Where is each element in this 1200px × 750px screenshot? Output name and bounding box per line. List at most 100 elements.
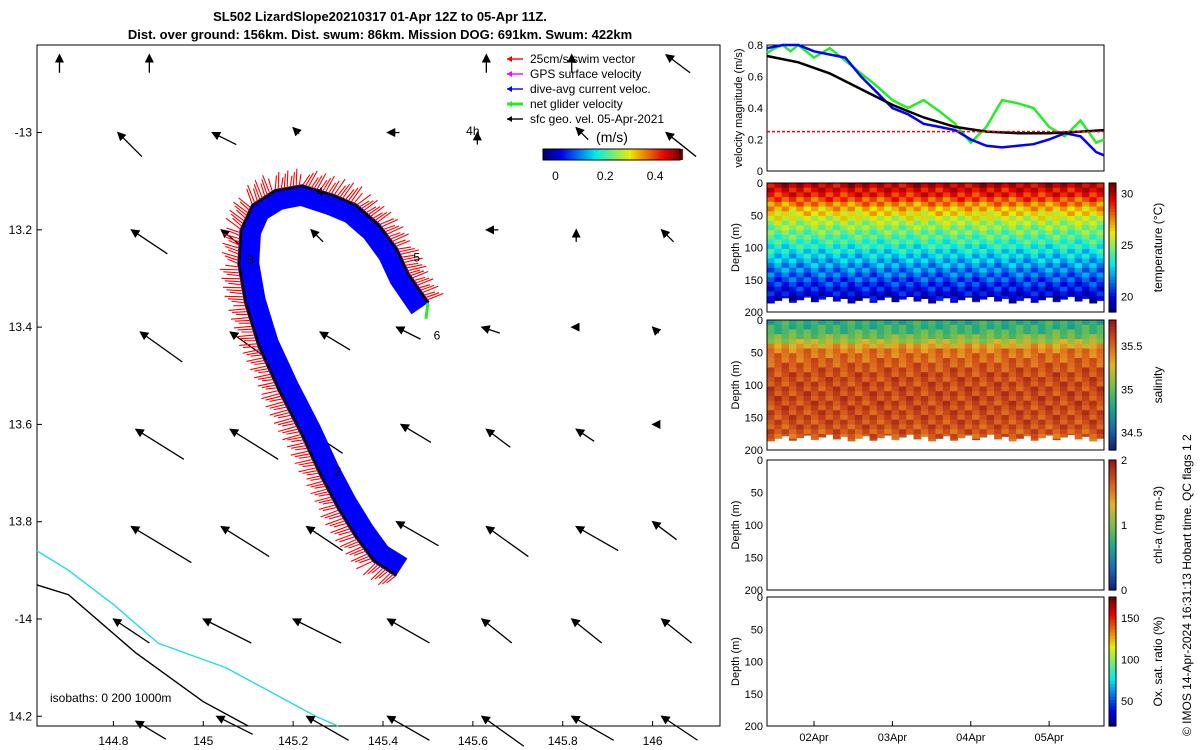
- colorbar-cell: [666, 149, 669, 160]
- temperature-section-cell: [884, 258, 893, 264]
- temperature-section-cell: [788, 296, 797, 302]
- temperature-section-cell: [935, 272, 944, 278]
- salinity-section-cell: [979, 434, 988, 438]
- temperature-section-cell: [964, 183, 973, 189]
- surface-current-arrow: [130, 525, 192, 564]
- temperature-section-cell: [1082, 277, 1090, 283]
- salinity-section-cell: [942, 358, 951, 364]
- salinity-colorbar-cell: [1109, 414, 1116, 419]
- temperature-section-cell: [788, 248, 797, 255]
- salinity-section-cell: [1016, 377, 1024, 383]
- temperature-section-cell: [1023, 192, 1032, 198]
- salinity-section-cell: [986, 396, 995, 402]
- temperature-section-cell: [869, 300, 878, 303]
- surface-current-arrow: [134, 720, 167, 740]
- temperature-section-cell: [928, 267, 936, 274]
- chla-colorbar-tick-label: 0: [1121, 585, 1127, 597]
- swim-vector: [333, 178, 346, 197]
- temperature-section-cell: [994, 183, 1002, 189]
- temperature-section-cell: [832, 253, 841, 259]
- temperature-section-cell: [840, 258, 849, 264]
- salinity-section-cell: [876, 334, 885, 340]
- temperature-colorbar-cell: [1109, 282, 1116, 287]
- salinity-colorbar-cell: [1109, 352, 1116, 357]
- oxygen-colorbar-cell: [1109, 719, 1116, 724]
- temperature-section-cell: [935, 267, 944, 274]
- salinity-section-cell: [781, 434, 790, 437]
- salinity-section-cell: [825, 410, 834, 416]
- salinity-section-cell: [935, 329, 944, 335]
- temperature-section-cell: [1030, 215, 1039, 222]
- colorbar-cell: [663, 149, 667, 160]
- salinity-section-cell: [810, 415, 819, 421]
- salinity-section-cell: [920, 329, 929, 335]
- temperature-section-cell: [1001, 201, 1010, 208]
- salinity-section-cell: [942, 400, 951, 406]
- salinity-section-cell: [774, 339, 783, 345]
- salinity-section-cell: [964, 396, 973, 402]
- salinity-section-cell: [928, 353, 936, 359]
- temperature-section-cell: [869, 234, 878, 241]
- salinity-section-cell: [913, 396, 922, 402]
- temperature-section-cell: [1030, 239, 1039, 245]
- salinity-section-cell: [854, 405, 863, 411]
- temperature-section-cell: [1016, 239, 1024, 245]
- temperature-section-cell: [986, 291, 995, 297]
- swim-vector: [289, 175, 293, 189]
- salinity-section-cell: [1096, 400, 1105, 406]
- temperature-section-cell: [942, 230, 951, 236]
- temperature-section-cell: [986, 206, 995, 212]
- salinity-section-cell: [1008, 419, 1017, 425]
- temperature-section-cell: [1001, 291, 1010, 297]
- temperature-section-cell: [1082, 239, 1090, 245]
- oxygen-colorbar-cell: [1109, 626, 1116, 630]
- salinity-section-cell: [891, 391, 900, 397]
- salinity-section-cell: [994, 419, 1002, 425]
- salinity-section-cell: [818, 429, 827, 435]
- salinity-section-cell: [906, 362, 915, 368]
- temperature-section-cell: [972, 192, 980, 198]
- salinity-section-cell: [972, 386, 980, 392]
- temperature-section-cell: [1067, 267, 1076, 274]
- swim-vector: [382, 573, 395, 585]
- temperature-section-cell: [847, 211, 856, 217]
- temperature-section-cell: [906, 291, 915, 297]
- temperature-section-cell: [862, 225, 871, 231]
- salinity-section-cell: [1060, 329, 1068, 335]
- oxygen-colorbar-cell: [1109, 642, 1116, 646]
- temperature-section-cell: [986, 248, 995, 255]
- temperature-section-cell: [1074, 211, 1083, 217]
- salinity-section-cell: [1052, 410, 1061, 416]
- salinity-section-cell: [774, 362, 783, 368]
- salinity-section-cell: [774, 329, 783, 335]
- temperature-section-cell: [986, 244, 995, 250]
- temperature-colorbar-cell: [1109, 302, 1116, 307]
- swim-vector: [386, 574, 397, 584]
- salinity-section-cell: [928, 377, 936, 383]
- temperature-section-cell: [957, 220, 966, 226]
- temperature-section-cell: [862, 220, 871, 226]
- temperature-section-cell: [1001, 286, 1010, 292]
- temperature-section-cell: [957, 281, 966, 288]
- temperature-section-cell: [920, 296, 929, 299]
- temperature-section-cell: [898, 258, 907, 264]
- swim-vector: [239, 343, 259, 346]
- salinity-section-cell: [898, 353, 907, 359]
- salinity-section-cell: [898, 386, 907, 392]
- map-y-tick-label: 13.8: [9, 515, 33, 529]
- temperature-section-cell: [898, 230, 907, 236]
- salinity-section-cell: [1016, 419, 1024, 425]
- temperature-section-cell: [957, 239, 966, 245]
- salinity-section-cell: [810, 405, 819, 411]
- salinity-section-cell: [803, 324, 812, 330]
- temperature-section-cell: [972, 187, 980, 193]
- swim-vector: [318, 503, 337, 510]
- salinity-section-cell: [1067, 343, 1076, 349]
- temperature-section-cell: [994, 258, 1002, 264]
- swim-vector: [322, 501, 336, 505]
- swim-vector: [310, 177, 319, 190]
- colorbar-cell: [582, 149, 586, 160]
- salinity-section-cell: [1045, 410, 1054, 416]
- swim-vector: [401, 256, 419, 261]
- salinity-section-cell: [847, 320, 856, 326]
